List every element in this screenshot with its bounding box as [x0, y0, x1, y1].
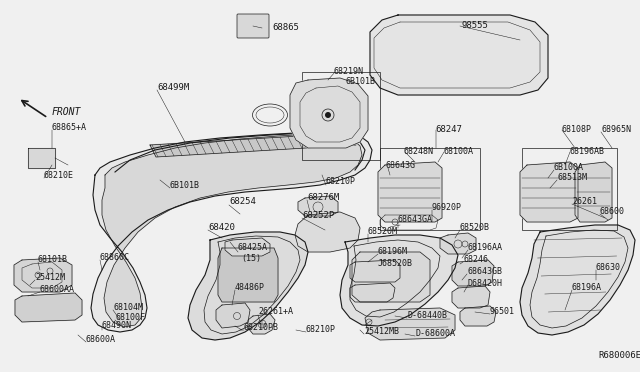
Polygon shape: [440, 233, 476, 254]
Text: 68865: 68865: [272, 23, 299, 32]
Text: 25412MB: 25412MB: [364, 327, 399, 337]
Text: 68196AA: 68196AA: [468, 244, 503, 253]
Text: 6B101B: 6B101B: [170, 180, 200, 189]
Text: 48486P: 48486P: [235, 283, 265, 292]
Text: 68643GB: 68643GB: [467, 267, 502, 276]
Polygon shape: [575, 162, 612, 222]
Text: 68196AB: 68196AB: [570, 148, 605, 157]
Text: 68520B: 68520B: [459, 224, 489, 232]
Text: 68252P: 68252P: [302, 211, 334, 219]
Text: FRONT: FRONT: [52, 107, 81, 117]
Text: 68965N: 68965N: [601, 125, 631, 135]
Text: 68210PB: 68210PB: [244, 324, 279, 333]
Text: 68254: 68254: [229, 198, 256, 206]
Polygon shape: [218, 248, 278, 302]
Text: 68643G: 68643G: [386, 160, 416, 170]
Text: 68513M: 68513M: [557, 173, 587, 183]
Polygon shape: [365, 308, 455, 340]
Circle shape: [325, 112, 331, 118]
Text: 26261: 26261: [572, 198, 597, 206]
Text: 68100A: 68100A: [444, 148, 474, 157]
Polygon shape: [295, 212, 360, 252]
Polygon shape: [102, 134, 362, 327]
Polygon shape: [91, 133, 372, 332]
Text: 68100F: 68100F: [115, 314, 145, 323]
Bar: [522, 148, 617, 230]
Text: 25412M: 25412M: [35, 273, 65, 282]
Bar: [302, 72, 380, 160]
Text: (15): (15): [241, 253, 261, 263]
Bar: [380, 148, 480, 230]
Polygon shape: [150, 133, 356, 157]
Text: 68219N: 68219N: [333, 67, 363, 77]
Polygon shape: [520, 162, 578, 222]
Text: 6B100A: 6B100A: [554, 164, 584, 173]
Text: J68520B: J68520B: [378, 259, 413, 267]
Text: 68276M: 68276M: [307, 193, 339, 202]
Text: 68499M: 68499M: [157, 83, 189, 92]
Text: 68425A: 68425A: [238, 244, 268, 253]
Text: 68490N: 68490N: [102, 321, 132, 330]
Text: 68248N: 68248N: [404, 148, 434, 157]
Polygon shape: [352, 252, 430, 302]
Text: D-68440B: D-68440B: [407, 311, 447, 320]
Text: 96501: 96501: [490, 308, 515, 317]
FancyBboxPatch shape: [237, 14, 269, 38]
Polygon shape: [378, 162, 442, 222]
Text: 68196M: 68196M: [378, 247, 408, 257]
Polygon shape: [28, 148, 55, 168]
Text: 68246: 68246: [463, 256, 488, 264]
Text: 68600: 68600: [600, 208, 625, 217]
Polygon shape: [340, 235, 458, 326]
Polygon shape: [188, 232, 308, 340]
Text: 68210P: 68210P: [326, 177, 356, 186]
Text: R680006E: R680006E: [598, 352, 640, 360]
Polygon shape: [460, 306, 496, 326]
Polygon shape: [520, 225, 635, 335]
Text: 68108P: 68108P: [562, 125, 592, 135]
Text: 68104M: 68104M: [113, 304, 143, 312]
Polygon shape: [225, 238, 270, 256]
Text: 68247: 68247: [435, 125, 462, 135]
Text: 68101B: 68101B: [38, 256, 68, 264]
Text: 68210P: 68210P: [306, 326, 336, 334]
Text: 96920P: 96920P: [432, 203, 462, 212]
Text: 6B101B: 6B101B: [345, 77, 375, 87]
Text: 98555: 98555: [462, 22, 489, 31]
Text: 26261+A: 26261+A: [258, 308, 293, 317]
Polygon shape: [298, 196, 338, 216]
Text: 68600AA: 68600AA: [40, 285, 75, 295]
Text: 68630: 68630: [596, 263, 621, 273]
Text: 68520M: 68520M: [368, 228, 398, 237]
Text: D-68600A: D-68600A: [415, 330, 455, 339]
Text: 68420: 68420: [208, 224, 235, 232]
Polygon shape: [248, 314, 275, 334]
Text: 68865+A: 68865+A: [52, 122, 87, 131]
Text: 68600A: 68600A: [86, 336, 116, 344]
Text: 68196A: 68196A: [572, 283, 602, 292]
Text: 68860C: 68860C: [100, 253, 130, 263]
Text: 68643GA: 68643GA: [398, 215, 433, 224]
Polygon shape: [452, 286, 490, 308]
Polygon shape: [15, 293, 82, 322]
Text: 68210E: 68210E: [44, 170, 74, 180]
Text: D68420H: D68420H: [468, 279, 503, 288]
Polygon shape: [14, 258, 72, 292]
Polygon shape: [452, 260, 494, 286]
Polygon shape: [290, 78, 368, 148]
Polygon shape: [370, 15, 548, 95]
Polygon shape: [216, 303, 250, 328]
